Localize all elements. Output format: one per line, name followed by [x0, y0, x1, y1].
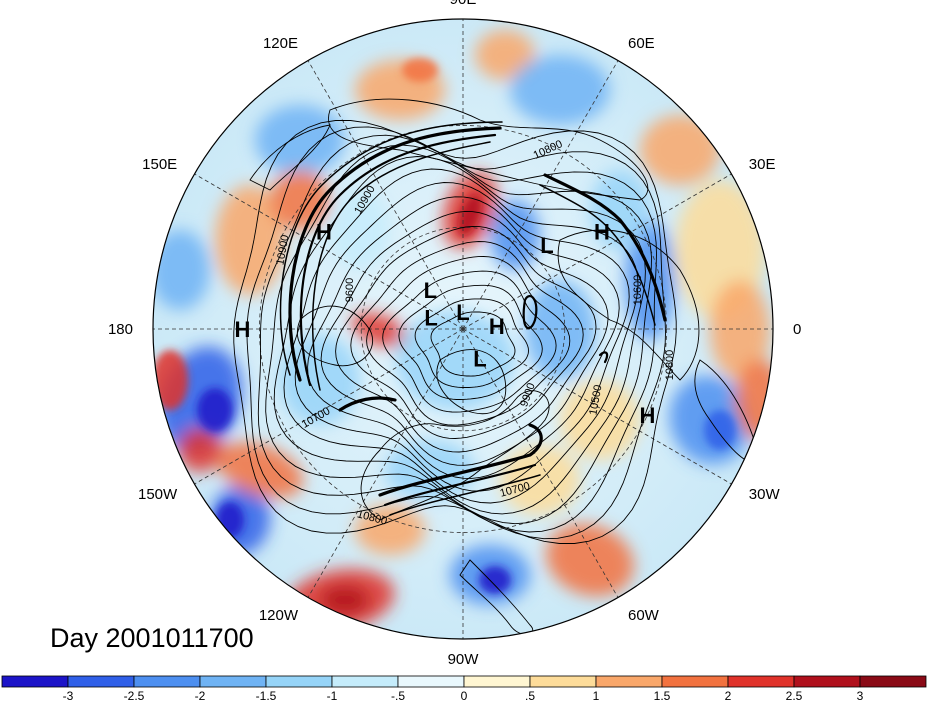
- low-pressure-marker: L: [540, 233, 553, 258]
- colorbar-swatch: [133, 675, 201, 688]
- colorbar-swatch: [859, 675, 927, 688]
- colorbar-tick-label: -2.5: [124, 689, 145, 702]
- colorbar-tick-label: 1: [593, 689, 600, 702]
- contour-label: 10800: [664, 350, 676, 381]
- anomaly-field: [153, 19, 773, 639]
- high-pressure-marker: H: [640, 403, 656, 428]
- longitude-label: 150W: [138, 486, 178, 503]
- longitude-label: 30E: [749, 156, 776, 173]
- globe-outline: [152, 18, 774, 640]
- colorbar-swatch: [529, 675, 597, 688]
- colorbar-swatch: [265, 675, 333, 688]
- colorbar-swatch: [727, 675, 795, 688]
- longitude-label: 60E: [628, 35, 655, 52]
- colorbar-swatch: [331, 675, 399, 688]
- svg-text:10600: 10600: [632, 275, 644, 306]
- longitude-label: 0: [793, 321, 801, 338]
- colorbar-tick-label: -.5: [391, 689, 405, 702]
- colorbar-tick-label: -1: [327, 689, 338, 702]
- colorbar-tick-label: 3: [857, 689, 864, 702]
- longitude-label: 90E: [450, 0, 477, 8]
- colorbar-swatch: [595, 675, 663, 688]
- low-pressure-marker: L: [456, 300, 469, 325]
- longitude-labels: 90E 60E 30E 0 30W 60W 90W 120W 150W 180 150E 120E: [108, 0, 801, 668]
- height-contours: [233, 120, 677, 544]
- contour-label: 10900: [274, 234, 291, 266]
- longitude-label: 60W: [628, 607, 660, 624]
- colorbar-swatch: [67, 675, 135, 688]
- day-label: Day 2001011700: [50, 623, 254, 653]
- colorbar-swatch: [1, 675, 69, 688]
- colorbar-tick-label: 1.5: [654, 689, 671, 702]
- colorbar-swatch: [793, 675, 861, 688]
- longitude-label: 150E: [142, 156, 177, 173]
- contour-label: 9600: [344, 278, 356, 302]
- longitude-label: 90W: [448, 651, 480, 668]
- high-pressure-marker: H: [489, 314, 505, 339]
- longitude-label: 180: [108, 321, 133, 338]
- longitude-label: 120W: [259, 607, 299, 624]
- low-pressure-marker: L: [424, 305, 437, 330]
- svg-text:9600: 9600: [344, 278, 356, 302]
- longitude-label: 30W: [749, 486, 781, 503]
- contour-label: 10600: [632, 275, 644, 306]
- colorbar-tick-label: 2: [725, 689, 732, 702]
- high-pressure-marker: H: [235, 317, 251, 342]
- colorbar-swatch: [199, 675, 267, 688]
- colorbar-swatch: [661, 675, 729, 688]
- coastlines: [249, 98, 761, 635]
- colorbar-tick-label: -3: [63, 689, 74, 702]
- colorbar-tick-label: .5: [525, 689, 535, 702]
- colorbar-tick-label: -1.5: [256, 689, 277, 702]
- contour-label: 10500: [587, 384, 604, 416]
- colorbar-swatch: [397, 675, 465, 688]
- low-pressure-marker: L: [473, 346, 486, 371]
- longitude-label: 120E: [263, 35, 298, 52]
- colorbar-tick-label: -2: [195, 689, 206, 702]
- low-pressure-marker: L: [424, 278, 437, 303]
- high-pressure-marker: H: [594, 220, 610, 245]
- svg-text:10800: 10800: [664, 350, 676, 381]
- colorbar-tick-label: 0: [461, 689, 468, 702]
- svg-text:10900: 10900: [274, 234, 291, 266]
- high-pressure-marker: H: [316, 220, 332, 245]
- colorbar-swatch: [463, 675, 531, 688]
- colorbar-tick-label: 2.5: [786, 689, 803, 702]
- colorbar: -3 -2.5 -2 -1.5 -1 -.5 0 .5 1 1.5 2 2.5 3: [1, 675, 927, 702]
- svg-text:10500: 10500: [587, 384, 604, 416]
- jet-contours: [279, 121, 667, 516]
